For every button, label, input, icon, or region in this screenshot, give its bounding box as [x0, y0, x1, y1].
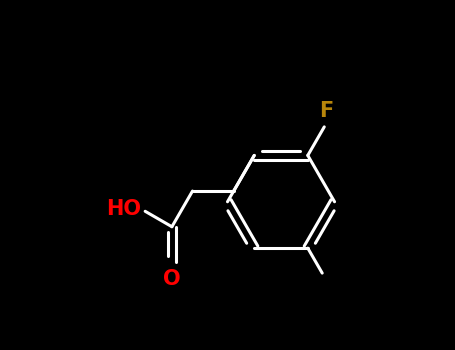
- Text: F: F: [319, 101, 334, 121]
- Text: HO: HO: [106, 199, 141, 219]
- Text: O: O: [163, 269, 181, 289]
